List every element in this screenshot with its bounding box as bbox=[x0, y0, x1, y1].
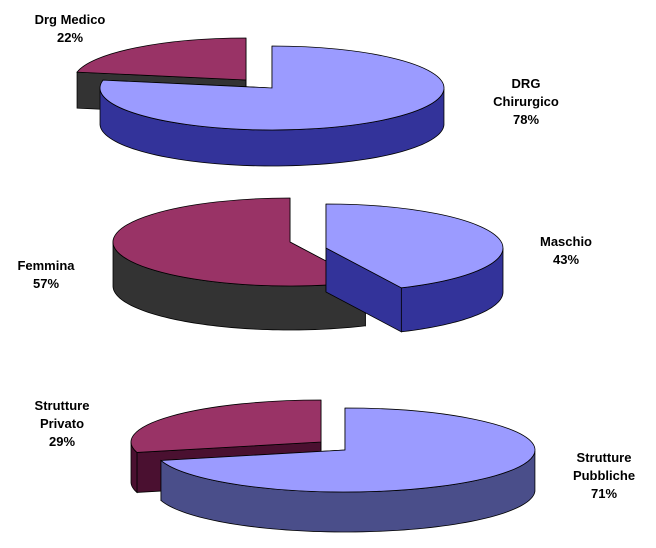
slice-label: DRG Chirurgico 78% bbox=[493, 76, 559, 127]
slice-label: Strutture Pubbliche 71% bbox=[573, 450, 635, 501]
pie-slice-top bbox=[130, 399, 322, 453]
pie-slice bbox=[159, 407, 536, 533]
pie-slice-top bbox=[325, 203, 504, 289]
slice-value-label: 57% bbox=[33, 276, 59, 291]
pie-slice bbox=[325, 203, 504, 333]
slice-name-label: Chirurgico bbox=[493, 94, 559, 109]
slice-name-label: DRG bbox=[512, 76, 541, 91]
slice-name-label: Drg Medico bbox=[35, 12, 106, 27]
slice-name-label: Pubbliche bbox=[573, 468, 635, 483]
pie-chart-sex: Femmina 57% Maschio 43% bbox=[17, 197, 592, 333]
slice-label: Strutture Privato 29% bbox=[35, 398, 90, 449]
slice-value-label: 22% bbox=[57, 30, 83, 45]
slice-value-label: 43% bbox=[553, 252, 579, 267]
pie-chart-structures: Strutture Privato 29% Strutture Pubbliche 71% bbox=[35, 398, 635, 533]
pie-slice-top bbox=[159, 407, 536, 493]
slice-value-label: 78% bbox=[513, 112, 539, 127]
slice-label: Femmina 57% bbox=[17, 258, 75, 291]
pie-slice-top bbox=[99, 45, 445, 131]
slice-name-label: Privato bbox=[40, 416, 84, 431]
pie-chart-drg: Drg Medico 22% DRG Chirurgico 78% bbox=[35, 12, 559, 167]
slice-name-label: Strutture bbox=[577, 450, 632, 465]
slice-label: Maschio 43% bbox=[540, 234, 592, 267]
slice-value-label: 29% bbox=[49, 434, 75, 449]
slice-name-label: Femmina bbox=[17, 258, 75, 273]
pie-slice-top bbox=[112, 197, 367, 287]
pie-slice bbox=[99, 45, 445, 167]
slice-label: Drg Medico 22% bbox=[35, 12, 106, 45]
slice-name-label: Strutture bbox=[35, 398, 90, 413]
pie-slice-top bbox=[76, 37, 247, 81]
slice-name-label: Maschio bbox=[540, 234, 592, 249]
slice-value-label: 71% bbox=[591, 486, 617, 501]
